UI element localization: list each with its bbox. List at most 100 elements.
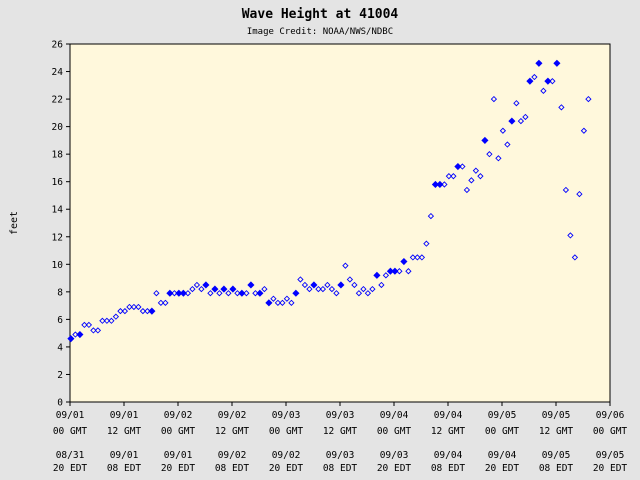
x-tick-label-edt-time: 20 EDT bbox=[485, 463, 520, 474]
x-tick-label-gmt-date: 09/02 bbox=[218, 410, 247, 421]
data-point bbox=[553, 59, 561, 67]
x-tick-label-gmt-date: 09/03 bbox=[272, 410, 301, 421]
data-point bbox=[517, 117, 525, 125]
y-axis-label: feet bbox=[9, 211, 20, 235]
data-point bbox=[513, 100, 520, 107]
data-point bbox=[72, 331, 79, 338]
data-point bbox=[85, 321, 93, 329]
x-tick-label-gmt-date: 09/01 bbox=[56, 410, 85, 421]
data-point bbox=[319, 285, 327, 293]
data-point bbox=[540, 87, 547, 94]
data-point bbox=[562, 186, 570, 194]
x-tick-label-edt-date: 09/04 bbox=[488, 450, 517, 461]
data-point bbox=[121, 307, 129, 315]
data-point bbox=[162, 299, 169, 306]
data-point bbox=[112, 313, 120, 320]
x-tick-label-edt-date: 08/31 bbox=[56, 450, 85, 461]
data-point bbox=[495, 155, 502, 162]
data-point bbox=[418, 254, 426, 261]
data-point bbox=[391, 267, 399, 275]
data-point bbox=[522, 113, 529, 121]
data-point bbox=[265, 299, 273, 307]
data-point bbox=[576, 190, 583, 198]
x-tick-label-gmt-date: 09/04 bbox=[380, 410, 409, 421]
x-tick-label-edt-date: 09/04 bbox=[434, 450, 463, 461]
data-point bbox=[333, 290, 340, 297]
data-point bbox=[544, 77, 552, 85]
x-tick-label-edt-date: 09/03 bbox=[380, 450, 409, 461]
data-point bbox=[535, 59, 543, 67]
data-point bbox=[274, 299, 282, 306]
data-point bbox=[310, 281, 318, 289]
x-axis: 09/01 00 GMT 08/31 20 EDT 09/01 12 GMT 09/01 08… bbox=[53, 402, 628, 474]
x-tick-label-gmt-time: 00 GMT bbox=[377, 426, 412, 437]
y-tick-label: 26 bbox=[52, 40, 64, 51]
x-tick-label-edt-date: 09/05 bbox=[542, 450, 571, 461]
x-tick-label-edt-date: 09/05 bbox=[596, 450, 625, 461]
data-point bbox=[108, 317, 115, 324]
data-point bbox=[256, 289, 264, 297]
data-point bbox=[504, 141, 511, 148]
data-point bbox=[378, 281, 385, 289]
data-point bbox=[90, 327, 97, 334]
data-point bbox=[220, 285, 228, 293]
x-tick-label-edt-date: 09/01 bbox=[164, 450, 193, 461]
data-point bbox=[148, 307, 156, 315]
data-point bbox=[94, 327, 102, 334]
data-point bbox=[328, 285, 336, 293]
x-tick-label-edt-date: 09/02 bbox=[272, 450, 301, 461]
data-point bbox=[324, 281, 331, 289]
x-tick-label-gmt-time: 12 GMT bbox=[107, 426, 142, 437]
data-point bbox=[400, 257, 408, 266]
y-tick-label: 16 bbox=[52, 177, 64, 188]
data-point bbox=[193, 281, 201, 289]
data-point bbox=[445, 173, 453, 180]
data-point bbox=[337, 281, 345, 289]
data-point bbox=[499, 127, 507, 134]
x-tick-label-gmt-time: 00 GMT bbox=[161, 426, 196, 437]
x-tick-label-gmt-time: 00 GMT bbox=[53, 426, 88, 437]
data-point bbox=[585, 95, 592, 103]
plot-area bbox=[69, 43, 611, 403]
data-point bbox=[238, 289, 246, 297]
data-point bbox=[477, 173, 484, 180]
y-tick-label: 6 bbox=[57, 315, 63, 326]
data-point bbox=[117, 307, 124, 315]
data-point bbox=[252, 290, 259, 297]
x-tick-label-gmt-date: 09/06 bbox=[596, 410, 625, 421]
x-tick-label-edt-time: 08 EDT bbox=[215, 463, 250, 474]
data-point bbox=[229, 285, 237, 293]
data-point bbox=[184, 290, 192, 297]
data-point bbox=[144, 307, 151, 315]
data-point bbox=[508, 117, 516, 125]
data-point bbox=[288, 299, 295, 306]
x-tick-label-gmt-date: 09/05 bbox=[542, 410, 571, 421]
y-tick-label: 24 bbox=[52, 67, 64, 78]
data-point bbox=[567, 232, 574, 239]
chart-subtitle: Image Credit: NOAA/NWS/NDBC bbox=[247, 27, 393, 37]
chart-title: Wave Height at 41004 bbox=[242, 7, 399, 22]
y-tick-label: 22 bbox=[52, 95, 63, 106]
data-point bbox=[463, 186, 471, 194]
x-tick-label-edt-date: 09/02 bbox=[218, 450, 247, 461]
x-tick-label-gmt-date: 09/04 bbox=[434, 410, 463, 421]
data-point bbox=[427, 212, 435, 220]
data-point bbox=[216, 290, 223, 297]
x-tick-label-gmt-time: 00 GMT bbox=[269, 426, 304, 437]
data-point bbox=[283, 295, 291, 302]
data-point bbox=[436, 180, 444, 189]
data-point bbox=[409, 254, 417, 261]
data-point bbox=[306, 285, 313, 293]
data-point bbox=[526, 77, 534, 85]
data-point bbox=[342, 262, 349, 269]
data-point bbox=[423, 240, 430, 247]
y-tick-label: 4 bbox=[57, 342, 63, 353]
data-point bbox=[81, 321, 88, 329]
data-point bbox=[454, 162, 462, 171]
data-point bbox=[153, 290, 160, 297]
data-point bbox=[261, 285, 268, 293]
x-tick-label-gmt-time: 00 GMT bbox=[593, 426, 628, 437]
y-tick-label: 14 bbox=[52, 205, 64, 216]
x-tick-label-gmt-date: 09/05 bbox=[488, 410, 517, 421]
